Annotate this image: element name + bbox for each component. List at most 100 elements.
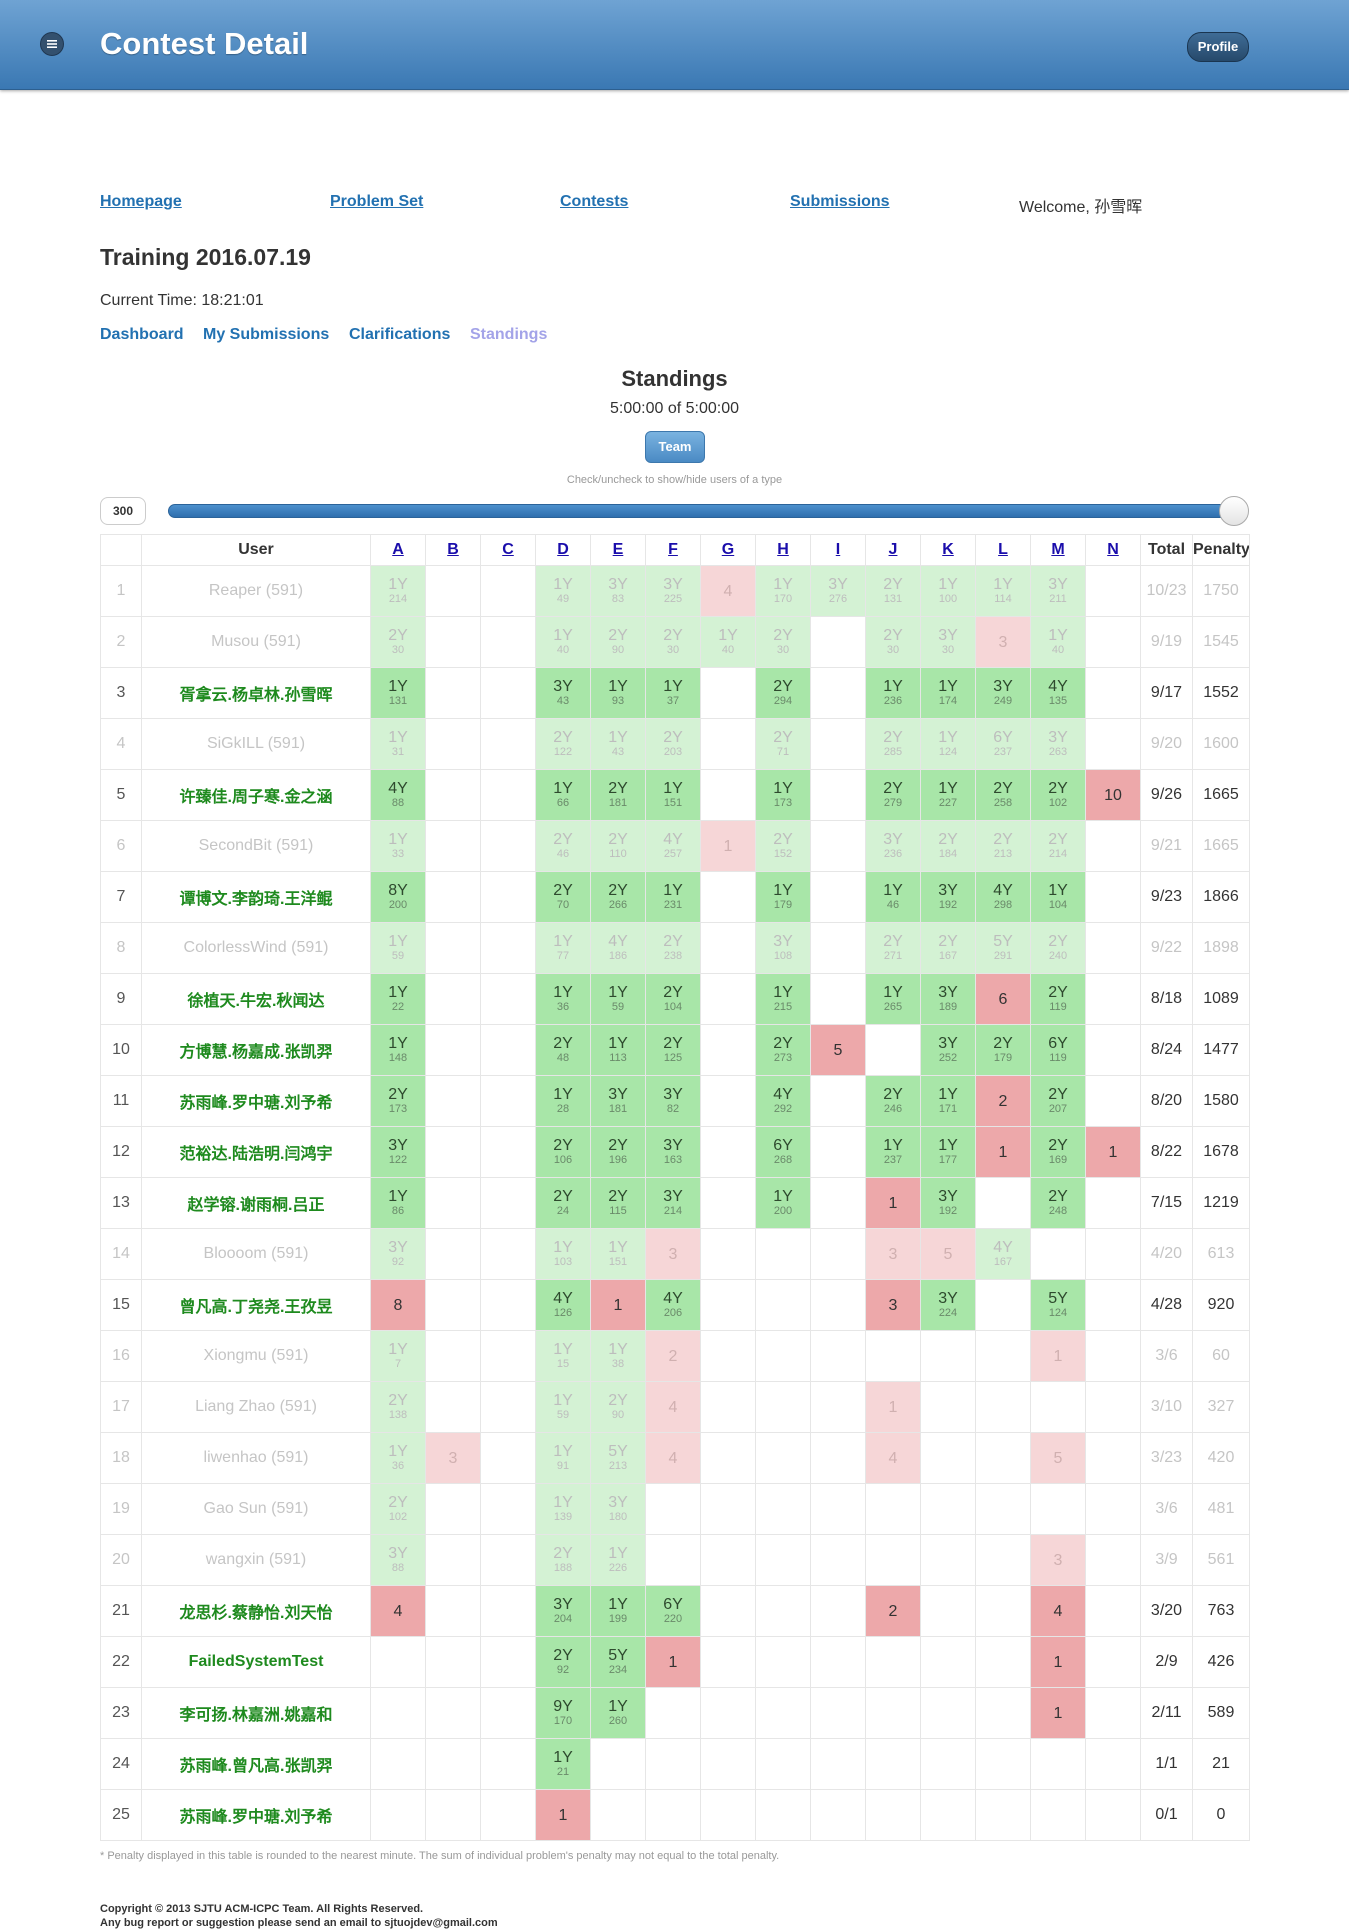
tab-my-submissions[interactable]: My Submissions <box>203 326 330 343</box>
total-cell: 9/21 <box>1140 820 1193 872</box>
table-row: 9 徐植天.牛宏.秋闻达 1Y 22 1Y 36 1Y 59 2Y 104 1Y 215 1Y 265 3Y… <box>100 973 1250 1025</box>
attempts-label: 3 <box>888 1245 898 1263</box>
problem-cell-empty <box>425 565 481 617</box>
nav-problem-set-link[interactable]: Problem Set <box>330 193 424 210</box>
problem-cell-empty <box>700 1228 756 1280</box>
solve-time-label: 227 <box>938 797 958 809</box>
page-title: Contest Detail <box>100 26 309 61</box>
problem-cell-accepted: 2Y 214 <box>1030 820 1086 872</box>
problem-cell-accepted: 3Y 88 <box>370 1534 426 1586</box>
total-cell: 4/28 <box>1140 1279 1193 1331</box>
attempts-label: 4 <box>1053 1602 1063 1620</box>
solve-time-label: 151 <box>608 1256 628 1268</box>
problem-cell-empty <box>1030 1483 1086 1535</box>
tab-standings[interactable]: Standings <box>470 326 548 343</box>
solve-time-label: 70 <box>556 899 570 911</box>
problem-cell-accepted: 1Y 36 <box>535 973 591 1025</box>
problem-cell-accepted: 1Y 100 <box>920 565 976 617</box>
problem-cell-empty <box>755 1687 811 1739</box>
attempts-label: 2Y <box>1048 1137 1068 1154</box>
problem-link-m[interactable]: M <box>1051 541 1065 558</box>
problem-cell-empty <box>425 667 481 719</box>
problem-cell-accepted: 1Y 114 <box>975 565 1031 617</box>
problem-link-d[interactable]: D <box>557 541 569 558</box>
attempts-label: 4 <box>723 582 733 600</box>
problem-cell-empty <box>425 1330 481 1382</box>
time-slider-track[interactable] <box>168 504 1231 518</box>
problem-cell-wrong: 3 <box>975 616 1031 668</box>
problem-cell-accepted: 1Y 59 <box>535 1381 591 1433</box>
attempts-label: 6Y <box>1048 1035 1068 1052</box>
attempts-label: 3 <box>448 1449 458 1467</box>
problem-cell-wrong: 1 <box>645 1636 701 1688</box>
problem-cell-accepted: 5Y 213 <box>590 1432 646 1484</box>
problem-link-e[interactable]: E <box>612 541 624 558</box>
attempts-label: 1Y <box>608 729 628 746</box>
user-cell: 范裕达.陆浩明.闫鸿宇 <box>141 1126 371 1178</box>
problem-link-b[interactable]: B <box>447 541 459 558</box>
attempts-label: 2Y <box>993 1035 1013 1052</box>
menu-button[interactable] <box>40 32 64 56</box>
problem-cell-empty <box>480 871 536 923</box>
tab-dashboard[interactable]: Dashboard <box>100 326 184 343</box>
problem-cell-accepted: 2Y 203 <box>645 718 701 770</box>
problem-cell-empty <box>700 973 756 1025</box>
problem-link-c[interactable]: C <box>502 541 514 558</box>
problem-cell-empty <box>700 1585 756 1637</box>
problem-link-k[interactable]: K <box>942 541 954 558</box>
problem-link-i[interactable]: I <box>835 541 841 558</box>
problem-link-j[interactable]: J <box>888 541 898 558</box>
profile-button[interactable]: Profile <box>1187 32 1249 62</box>
attempts-label: 1Y <box>663 678 683 695</box>
nav-contests-link[interactable]: Contests <box>560 193 629 210</box>
team-filter-button[interactable]: Team <box>645 431 705 463</box>
attempts-label: 3Y <box>938 1290 958 1307</box>
slider-value-input[interactable]: 300 <box>100 497 146 525</box>
total-cell: 3/10 <box>1140 1381 1193 1433</box>
user-cell: Xiongmu (591) <box>141 1330 371 1382</box>
nav-homepage-link[interactable]: Homepage <box>100 193 182 210</box>
problem-cell-empty <box>480 1738 536 1790</box>
table-row: 16 Xiongmu (591) 1Y 7 1Y 15 1Y 38 2 1 3/6 60 <box>100 1330 1250 1382</box>
problem-link-h[interactable]: H <box>777 541 789 558</box>
problem-cell-empty <box>920 1585 976 1637</box>
attempts-label: 2Y <box>608 780 628 797</box>
solve-time-label: 214 <box>388 593 408 605</box>
problem-header-e: E <box>590 534 646 566</box>
tab-clarifications[interactable]: Clarifications <box>349 326 451 343</box>
solve-time-label: 115 <box>609 1205 627 1217</box>
problem-cell-accepted: 1Y 36 <box>370 1432 426 1484</box>
user-cell: 曾凡高.丁尧尧.王孜昱 <box>141 1279 371 1331</box>
problem-cell-empty <box>425 1585 481 1637</box>
attempts-label: 2Y <box>1048 780 1068 797</box>
solve-time-label: 263 <box>1048 746 1068 758</box>
solve-time-label: 181 <box>608 797 628 809</box>
rank-cell: 18 <box>100 1432 142 1484</box>
nav-submissions-link[interactable]: Submissions <box>790 193 890 210</box>
problem-cell-accepted: 2Y 258 <box>975 769 1031 821</box>
time-slider-handle[interactable] <box>1219 496 1249 526</box>
problem-link-g[interactable]: G <box>721 541 735 558</box>
problem-cell-accepted: 2Y 131 <box>865 565 921 617</box>
solve-time-label: 179 <box>993 1052 1013 1064</box>
attempts-label: 6Y <box>663 1596 683 1613</box>
problem-cell-accepted: 1Y 236 <box>865 667 921 719</box>
problem-link-a[interactable]: A <box>392 541 404 558</box>
user-cell: 龙思杉.蔡静怡.刘天怡 <box>141 1585 371 1637</box>
problem-link-l[interactable]: L <box>998 541 1008 558</box>
solve-time-label: 181 <box>608 1103 628 1115</box>
problem-cell-empty <box>700 1789 756 1841</box>
problem-link-f[interactable]: F <box>668 541 678 558</box>
problem-cell-accepted: 2Y 246 <box>865 1075 921 1127</box>
problem-cell-accepted: 4Y 257 <box>645 820 701 872</box>
problem-link-n[interactable]: N <box>1107 541 1119 558</box>
problem-cell-wrong: 4 <box>700 565 756 617</box>
problem-cell-empty <box>425 1381 481 1433</box>
rank-cell: 3 <box>100 667 142 719</box>
problem-cell-empty <box>920 1381 976 1433</box>
total-cell: 8/18 <box>1140 973 1193 1025</box>
rank-cell: 23 <box>100 1687 142 1739</box>
user-cell: liwenhao (591) <box>141 1432 371 1484</box>
problem-cell-empty <box>1085 1330 1141 1382</box>
solve-time-label: 148 <box>388 1052 408 1064</box>
